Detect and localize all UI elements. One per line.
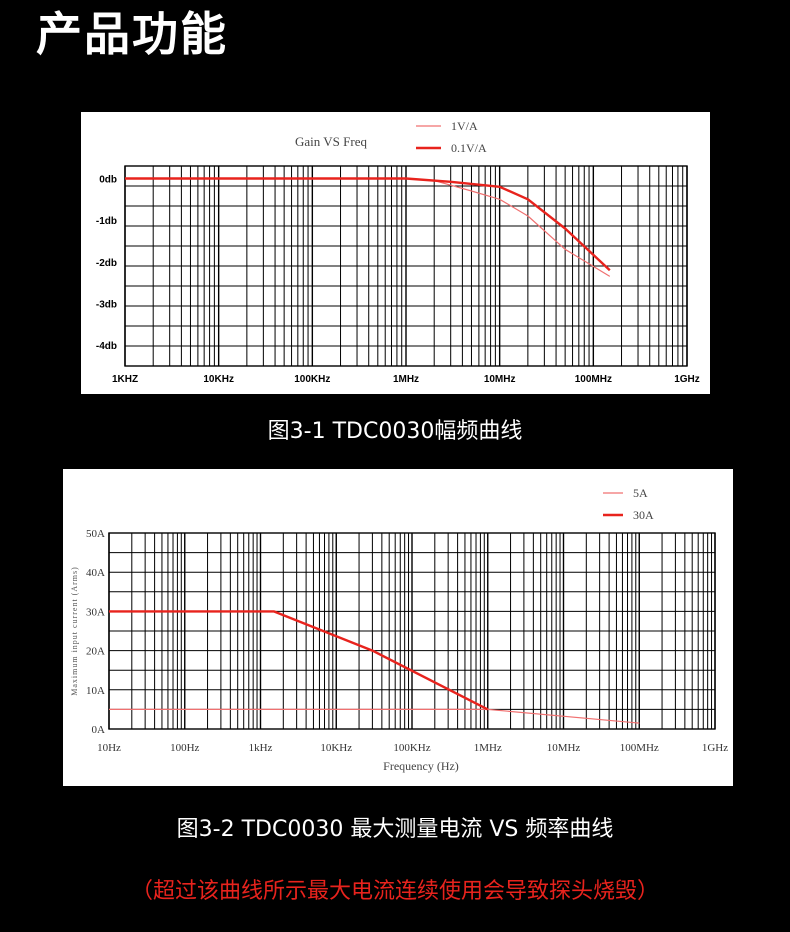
x-tick-label: 10Hz <box>97 742 121 754</box>
x-tick-label: 10KHz <box>320 742 352 754</box>
x-tick-label: 10KHz <box>203 374 234 385</box>
plot-frame <box>108 532 716 730</box>
x-tick-label: 100MHz <box>620 742 659 754</box>
y-tick-label: -3db <box>96 300 117 311</box>
y-tick-label: -4db <box>96 341 117 352</box>
series-line-30A <box>109 610 489 711</box>
legend-label: 0.1V/A <box>451 141 487 155</box>
y-tick-label: 20A <box>86 646 105 658</box>
chart1-caption: 图3-1 TDC0030幅频曲线 <box>267 419 523 444</box>
legend-label: 30A <box>633 508 654 522</box>
x-tick-label: 100Hz <box>170 742 199 754</box>
max-current-chart-panel: 10Hz 100Hz 1kHz 10KHz 100KHz 1MHz 10MHz 100MHz 1… <box>63 469 733 786</box>
series-line-0-1V-A <box>125 177 611 272</box>
y-tick-label: -2db <box>96 258 117 269</box>
y-tick-label: 50A <box>86 528 105 540</box>
y-tick-label: 0db <box>99 175 117 186</box>
plot-frame <box>124 165 688 367</box>
x-tick-label: 10MHz <box>484 374 516 385</box>
x-tick-label: 1GHz <box>702 742 728 754</box>
chart1-title: Gain VS Freq <box>295 134 367 149</box>
warning-note: （超过该曲线所示最大电流连续使用会导致探头烧毁） <box>130 879 659 904</box>
gain-vs-freq-chart-panel: 1KHZ 10KHz 100KHz 1MHz 10MHz 100MHz 1GHz 0db -1d… <box>81 112 710 394</box>
x-tick-label: 1KHZ <box>112 374 138 385</box>
x-tick-label: 100KHz <box>393 742 430 754</box>
y-tick-label: 0A <box>92 724 106 736</box>
x-tick-label: 10MHz <box>547 742 581 754</box>
legend-label: 5A <box>633 486 648 500</box>
x-tick-label: 100KHz <box>294 374 330 385</box>
series-line-5A <box>109 708 640 724</box>
y-tick-label: -1db <box>96 216 117 227</box>
chart2-caption: 图3-2 TDC0030 最大测量电流 VS 频率曲线 <box>176 817 614 842</box>
x-tick-label: 1GHz <box>674 374 700 385</box>
max-current-chart: 10Hz 100Hz 1kHz 10KHz 100KHz 1MHz 10MHz 100MHz 1… <box>70 486 728 773</box>
gain-vs-freq-chart: 1KHZ 10KHz 100KHz 1MHz 10MHz 100MHz 1GHz 0db -1d… <box>96 119 700 385</box>
x-tick-label: 100MHz <box>575 374 612 385</box>
y-tick-label: 10A <box>86 685 105 697</box>
x-tick-label: 1MHz <box>393 374 419 385</box>
x-tick-label: 1MHz <box>474 742 502 754</box>
y-axis-label: Maximum input current (Arms) <box>70 566 79 696</box>
legend-label: 1V/A <box>451 119 478 133</box>
x-tick-label: 1kHz <box>249 742 273 754</box>
page-title: 产品功能 <box>36 7 228 61</box>
y-tick-label: 30A <box>86 606 105 618</box>
x-axis-label: Frequency (Hz) <box>383 759 459 773</box>
y-tick-label: 40A <box>86 567 105 579</box>
